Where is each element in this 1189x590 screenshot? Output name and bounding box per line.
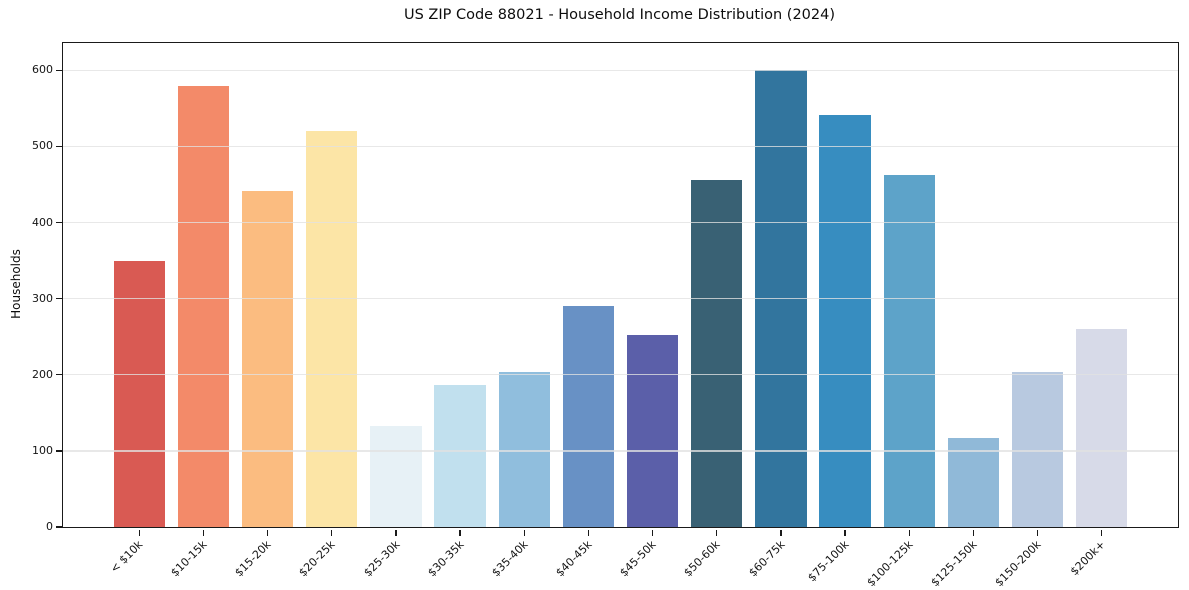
bar-$25-30k bbox=[370, 425, 422, 527]
gridline-y-500 bbox=[63, 145, 1178, 148]
bar-$40-45k bbox=[562, 305, 615, 527]
x-tick-label: $75-100k bbox=[805, 538, 852, 585]
x-tick-mark bbox=[1101, 529, 1103, 536]
y-tick-mark bbox=[55, 298, 62, 300]
y-tick-mark bbox=[55, 374, 62, 376]
y-tick-mark bbox=[55, 145, 62, 148]
bar-$45-50k bbox=[626, 335, 679, 527]
y-tick-mark bbox=[55, 221, 62, 224]
y-tick-label: 400 bbox=[32, 215, 53, 229]
x-tick-label: $30-35k bbox=[425, 538, 467, 580]
bar-$125-150k bbox=[947, 437, 999, 527]
y-tick-label: 100 bbox=[32, 443, 53, 457]
gridline-y-300 bbox=[63, 297, 1178, 300]
x-tick-mark bbox=[587, 529, 590, 536]
x-tick-label: $50-60k bbox=[681, 538, 723, 580]
gridline-y-600 bbox=[63, 69, 1178, 72]
x-tick-label: $40-45k bbox=[553, 538, 595, 580]
x-tick-label: $35-40k bbox=[489, 538, 531, 580]
bar-$20-25k bbox=[306, 131, 358, 527]
x-tick-mark bbox=[908, 529, 910, 536]
x-tick-mark bbox=[395, 529, 397, 536]
bar-$60-75k bbox=[755, 69, 807, 527]
bar-$50-60k bbox=[691, 179, 743, 527]
x-tick-label: $125-150k bbox=[928, 538, 980, 590]
x-tick-mark bbox=[523, 529, 525, 536]
x-tick-mark bbox=[844, 529, 846, 536]
y-tick-label: 300 bbox=[32, 291, 53, 305]
x-tick-mark bbox=[267, 529, 269, 536]
y-axis-label: Households bbox=[9, 249, 23, 319]
x-tick-mark bbox=[202, 529, 205, 536]
x-tick-mark bbox=[972, 529, 974, 536]
x-tick-label: $60-75k bbox=[745, 538, 788, 580]
y-tick-label: 600 bbox=[32, 63, 53, 77]
x-tick-mark bbox=[651, 529, 654, 536]
bar-$100-125k bbox=[883, 174, 935, 527]
bar-$30-35k bbox=[434, 384, 486, 527]
chart-title: US ZIP Code 88021 - Household Income Dis… bbox=[403, 7, 836, 23]
bar-$150-200k bbox=[1011, 371, 1064, 527]
plot-area: 0 100 200 300 400 500 600 < $10k $10-15k $15-20k $… bbox=[32, 42, 1179, 589]
x-tick-mark bbox=[716, 529, 718, 536]
y-tick-mark bbox=[55, 450, 62, 452]
x-tick-label: $200k+ bbox=[1067, 538, 1108, 579]
x-tick-label: < $10k bbox=[107, 538, 146, 576]
x-tick-label: $20-25k bbox=[296, 538, 338, 580]
x-tick-label: $15-20k bbox=[232, 538, 274, 580]
x-tick-mark bbox=[331, 529, 333, 536]
x-tick-label: $45-50k bbox=[617, 538, 659, 580]
x-tick-mark bbox=[1036, 529, 1039, 536]
x-tick-mark bbox=[459, 529, 461, 536]
gridline-y-100 bbox=[63, 450, 1178, 452]
gridline-y-400 bbox=[63, 221, 1178, 224]
x-tick-mark bbox=[780, 529, 782, 536]
y-tick-label: 500 bbox=[32, 139, 53, 153]
bar-$15-20k bbox=[241, 191, 294, 527]
x-tick-mark bbox=[138, 529, 140, 536]
y-tick-mark bbox=[55, 69, 62, 72]
bar-$35-40k bbox=[498, 371, 550, 527]
gridline-y-200 bbox=[63, 374, 1178, 376]
y-tick-label: 200 bbox=[32, 367, 53, 381]
x-tick-label: $10-15k bbox=[168, 538, 210, 580]
x-tick-label: $25-30k bbox=[360, 538, 403, 580]
x-tick-label: $100-125k bbox=[864, 538, 916, 590]
bar-$10-15k bbox=[177, 85, 230, 527]
bar-< $10k bbox=[113, 260, 165, 527]
bar-$75-100k bbox=[819, 115, 871, 527]
x-tick-label: $150-200k bbox=[992, 538, 1044, 590]
y-tick-mark bbox=[55, 526, 62, 528]
y-tick-label: 0 bbox=[46, 520, 53, 533]
bar-$200k+ bbox=[1075, 329, 1128, 527]
